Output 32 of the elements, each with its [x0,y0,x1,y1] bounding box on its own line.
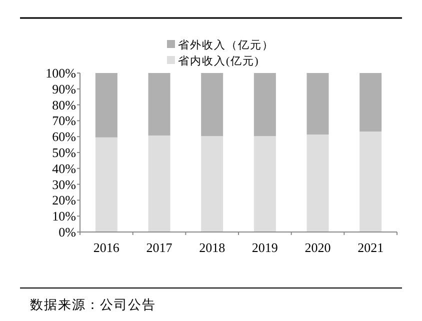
bar [95,137,118,232]
y-tick-label: 60% [52,129,76,144]
y-tick-label: 0% [58,224,76,240]
y-tick-label: 70% [52,113,76,128]
y-tick-label: 30% [52,176,76,192]
y-tick-label: 50% [52,145,76,160]
legend-label: 省内收入(亿元) [178,54,260,68]
x-tick-label: 2021 [358,240,384,255]
bar [148,135,170,232]
y-tick-label: 10% [52,208,76,224]
bar [201,73,224,136]
bar [148,73,170,136]
bar [254,136,276,232]
source-note: 数据来源：公司公告 [30,297,156,312]
y-tick-label: 100% [46,66,76,80]
bar [306,134,329,232]
bar [360,132,382,232]
y-tick-label: 40% [52,160,76,176]
x-tick-label: 2016 [93,240,120,255]
x-tick-label: 2017 [146,240,173,255]
x-tick-label: 2018 [199,240,226,255]
y-tick-label: 20% [52,192,76,208]
bar [95,73,118,138]
bar [306,73,329,135]
legend-label: 省外收入（亿元） [178,38,274,52]
y-tick-label: 80% [52,97,76,112]
bar [254,73,276,136]
bar [201,136,224,232]
y-tick-label: 90% [52,81,76,96]
x-tick-label: 2019 [252,240,278,255]
bar [360,73,382,132]
x-tick-label: 2020 [304,240,331,255]
